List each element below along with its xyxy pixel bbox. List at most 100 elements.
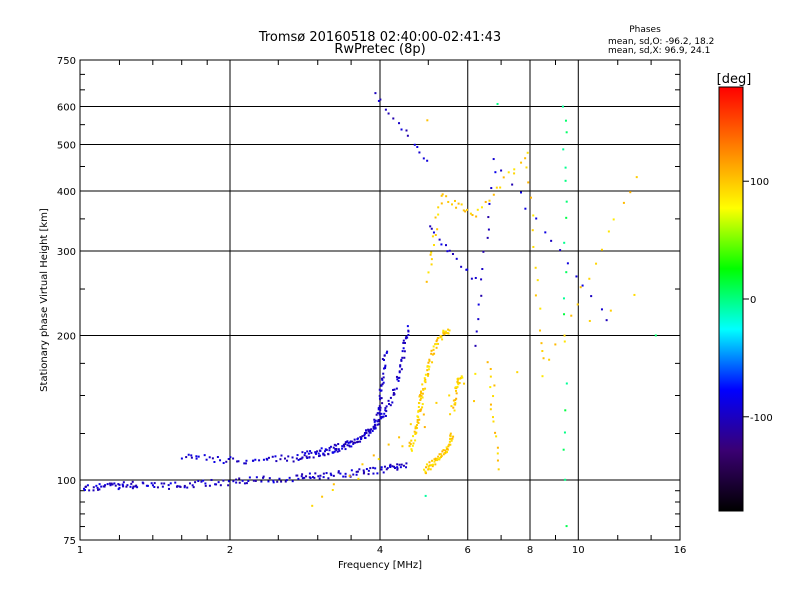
data-point: [609, 309, 612, 312]
data-point: [388, 464, 391, 467]
data-point: [452, 399, 455, 402]
data-point: [402, 339, 405, 342]
data-point: [391, 465, 394, 468]
data-point: [271, 455, 274, 458]
data-point: [544, 231, 547, 234]
data-point: [419, 408, 422, 411]
data-point: [416, 419, 419, 422]
data-point: [381, 383, 384, 386]
data-point: [427, 374, 430, 377]
data-point: [156, 486, 159, 489]
data-point: [378, 413, 381, 416]
data-point: [499, 186, 502, 189]
data-point: [421, 392, 424, 395]
data-point: [492, 420, 495, 423]
data-point: [215, 483, 218, 486]
data-point: [563, 431, 566, 434]
data-point: [424, 381, 427, 384]
data-point: [346, 444, 349, 447]
data-point: [530, 196, 533, 199]
data-point: [303, 476, 306, 479]
data-point: [381, 378, 384, 381]
data-point: [383, 465, 386, 468]
data-point: [380, 466, 383, 469]
data-point: [563, 241, 566, 244]
data-point: [200, 480, 203, 483]
data-point: [380, 412, 383, 415]
data-point: [633, 293, 636, 296]
data-point: [92, 489, 95, 492]
data-point: [389, 404, 392, 407]
data-point: [363, 436, 366, 439]
data-point: [600, 248, 603, 251]
data-point: [306, 450, 309, 453]
data-point: [330, 474, 333, 477]
data-point: [100, 485, 103, 488]
colorbar-ticks: 100 0 -100: [743, 177, 773, 424]
x-tick-label: 10: [572, 545, 585, 556]
data-point: [370, 428, 373, 431]
data-point: [566, 262, 569, 265]
data-point: [629, 191, 632, 194]
data-point: [391, 401, 394, 404]
data-point: [430, 352, 433, 355]
data-point: [418, 401, 421, 404]
data-point: [227, 484, 230, 487]
data-point: [348, 474, 351, 477]
data-point: [300, 475, 303, 478]
data-point: [318, 455, 321, 458]
data-point: [129, 485, 132, 488]
data-point: [565, 131, 568, 134]
data-point: [622, 201, 625, 204]
data-point: [451, 437, 454, 440]
data-point: [434, 216, 437, 219]
data-point: [342, 475, 345, 478]
data-point: [495, 186, 498, 189]
data-point: [481, 268, 484, 271]
data-point: [492, 193, 495, 196]
data-point: [323, 454, 326, 457]
data-point: [272, 479, 275, 482]
data-point: [405, 462, 408, 465]
data-point: [232, 457, 235, 460]
data-point: [403, 341, 406, 344]
data-point: [431, 353, 434, 356]
data-point: [448, 440, 451, 443]
data-point: [454, 399, 457, 402]
data-point: [343, 445, 346, 448]
data-point: [421, 403, 424, 406]
data-point: [459, 377, 462, 380]
data-point: [392, 391, 395, 394]
data-point: [300, 457, 303, 460]
data-point: [359, 440, 362, 443]
data-point: [432, 463, 435, 466]
data-point: [445, 244, 448, 247]
data-point: [470, 277, 473, 280]
data-point: [425, 466, 428, 469]
colorbar: [718, 86, 744, 512]
data-point: [427, 465, 430, 468]
data-point: [317, 475, 320, 478]
data-point: [426, 369, 429, 372]
data-point: [607, 230, 610, 233]
data-point: [474, 276, 477, 279]
data-point: [291, 480, 294, 483]
data-point: [402, 347, 405, 350]
data-point: [274, 455, 277, 458]
data-point: [461, 376, 464, 379]
data-point: [335, 444, 338, 447]
colorbar-tick-label: 100: [750, 177, 769, 188]
data-point: [418, 395, 421, 398]
data-point: [435, 401, 438, 404]
data-point: [374, 467, 377, 470]
data-point: [431, 361, 434, 364]
data-point: [332, 451, 335, 454]
data-point: [382, 471, 385, 474]
data-point: [439, 334, 442, 337]
data-point: [310, 451, 313, 454]
data-point: [486, 361, 489, 364]
data-point: [406, 336, 409, 339]
data-point: [493, 384, 496, 387]
data-point: [387, 112, 390, 115]
data-point: [219, 459, 222, 462]
